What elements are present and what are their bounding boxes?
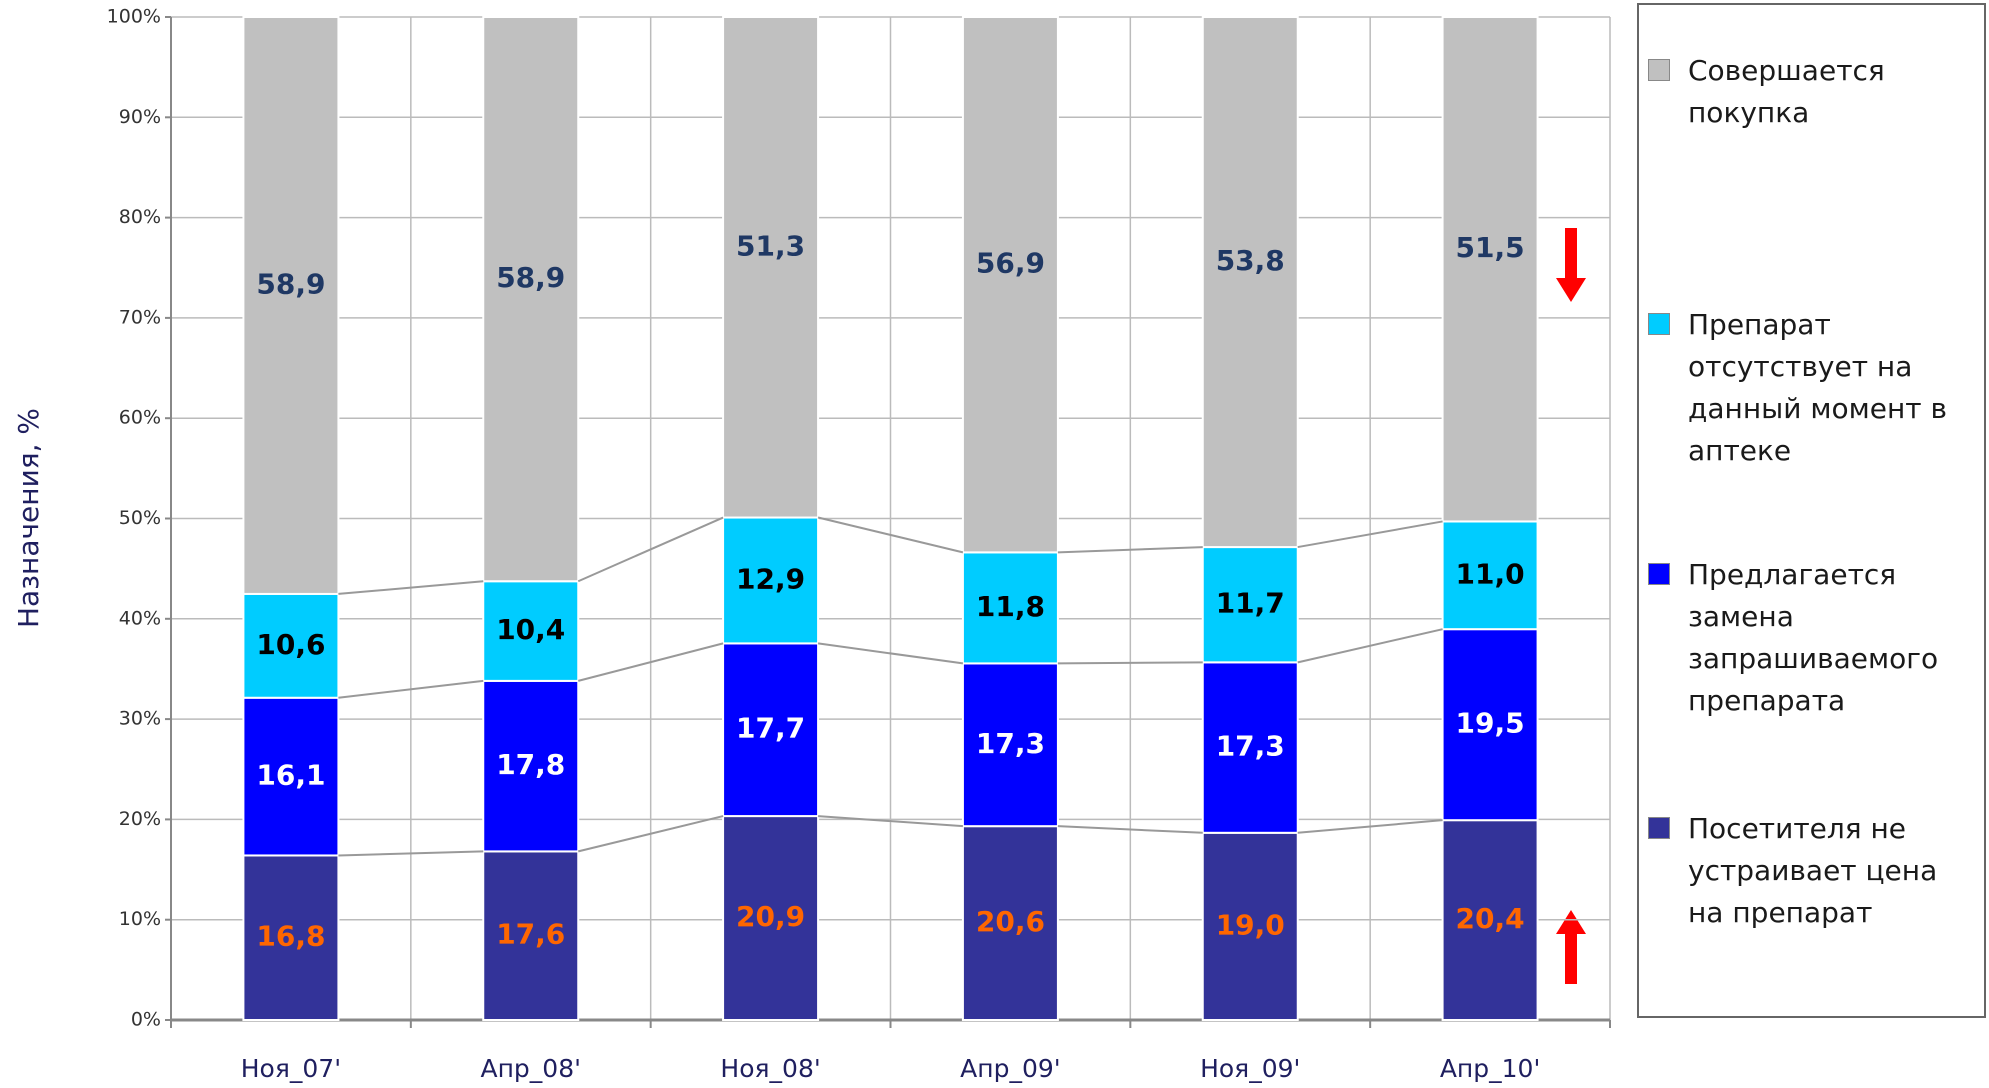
x-tick-label: Апр_08' <box>480 1054 581 1083</box>
legend-item: Предлагается замена запрашиваемого препа… <box>1648 554 1978 722</box>
bar-segment <box>1201 661 1299 834</box>
value-label: 58,9 <box>496 261 565 294</box>
connector-line <box>578 815 724 853</box>
value-label: 11,7 <box>1216 587 1285 620</box>
connector-line <box>577 642 724 682</box>
connector-line <box>1297 628 1443 664</box>
legend-label: Препарат отсутствует на данный момент в … <box>1688 308 1947 467</box>
connector-line <box>338 580 484 595</box>
legend-label: Посетителя не устраивает цена на препара… <box>1688 812 1938 929</box>
legend-label: Совершается покупка <box>1688 54 1885 129</box>
bar-segment <box>482 16 580 583</box>
bar-segment <box>1441 16 1539 523</box>
legend-swatch <box>1648 313 1670 335</box>
connector-line <box>1057 825 1203 834</box>
bar-segment <box>1201 546 1299 664</box>
connector-line <box>1057 546 1203 554</box>
value-label: 58,9 <box>256 267 325 300</box>
y-tick-label: 30% <box>119 708 161 730</box>
y-tick-label: 0% <box>131 1009 161 1031</box>
connector-line <box>817 642 964 665</box>
legend-swatch <box>1648 817 1670 839</box>
legend-swatch <box>1648 563 1670 585</box>
connector-line <box>577 516 724 583</box>
value-label: 12,9 <box>736 562 805 595</box>
y-tick-label: 90% <box>119 106 161 128</box>
x-tick-label: Апр_09' <box>960 1054 1061 1083</box>
bar-segment <box>242 16 340 595</box>
bar-segment <box>242 696 340 857</box>
y-tick-label: 20% <box>119 808 161 830</box>
legend-box <box>1637 3 1986 1018</box>
value-label: 51,3 <box>736 229 805 262</box>
y-tick-label: 50% <box>119 507 161 529</box>
bar-segment <box>482 679 580 853</box>
value-label: 17,3 <box>1216 730 1285 763</box>
bar-segment <box>722 516 820 645</box>
legend-item: Препарат отсутствует на данный момент в … <box>1648 304 1978 472</box>
value-label: 11,0 <box>1456 557 1525 590</box>
bar-segment <box>242 854 340 1021</box>
bar-segment <box>1441 628 1539 822</box>
legend-swatch <box>1648 59 1670 81</box>
connector-line <box>338 679 484 699</box>
arrow-up <box>1556 910 1586 984</box>
bar-segment <box>961 825 1059 1022</box>
value-label: 20,4 <box>1456 902 1525 935</box>
value-label: 17,7 <box>736 712 805 745</box>
bar-segment <box>482 850 580 1021</box>
bar-segment <box>242 592 340 699</box>
value-label: 16,8 <box>256 920 325 953</box>
bar-segment <box>1441 819 1539 1021</box>
legend-item: Совершается покупка <box>1648 50 1978 134</box>
value-label: 20,9 <box>736 900 805 933</box>
y-tick-label: 100% <box>107 6 161 28</box>
value-label: 17,6 <box>496 918 565 951</box>
value-label: 53,8 <box>1216 244 1285 277</box>
connector-line <box>338 850 484 857</box>
value-label: 10,6 <box>256 628 325 661</box>
value-label: 11,8 <box>976 590 1045 623</box>
x-tick-label: Апр_10' <box>1440 1054 1541 1083</box>
value-label: 19,0 <box>1216 908 1285 941</box>
y-axis-title: Назначения, % <box>12 408 45 628</box>
bar-segment <box>482 580 580 682</box>
arrow-down <box>1556 228 1586 302</box>
connector-line <box>1297 520 1443 549</box>
value-label: 20,6 <box>976 905 1045 938</box>
value-label: 17,3 <box>976 727 1045 760</box>
y-tick-label: 60% <box>119 407 161 429</box>
connector-line <box>817 516 964 554</box>
y-tick-label: 40% <box>119 607 161 629</box>
connector-line <box>818 815 963 828</box>
value-label: 19,5 <box>1456 707 1525 740</box>
bar-segment <box>1441 520 1539 631</box>
connector-line <box>1057 661 1203 665</box>
legend-item: Посетителя не устраивает цена на препара… <box>1648 808 1978 934</box>
x-tick-label: Ноя_08' <box>720 1054 820 1083</box>
legend-label: Предлагается замена запрашиваемого препа… <box>1688 558 1939 717</box>
connector-line <box>1297 819 1443 834</box>
bar-segment <box>722 16 820 519</box>
value-label: 51,5 <box>1456 231 1525 264</box>
value-label: 16,1 <box>256 759 325 792</box>
value-label: 10,4 <box>496 613 565 646</box>
y-tick-label: 80% <box>119 206 161 228</box>
value-label: 56,9 <box>976 247 1045 280</box>
y-tick-label: 10% <box>119 908 161 930</box>
bar-segment <box>961 16 1059 554</box>
value-label: 17,8 <box>496 748 565 781</box>
x-tick-label: Ноя_09' <box>1200 1054 1300 1083</box>
x-tick-label: Ноя_07' <box>241 1054 341 1083</box>
y-tick-label: 70% <box>119 306 161 328</box>
grid <box>170 16 1611 1021</box>
bar-segment <box>1201 16 1299 549</box>
